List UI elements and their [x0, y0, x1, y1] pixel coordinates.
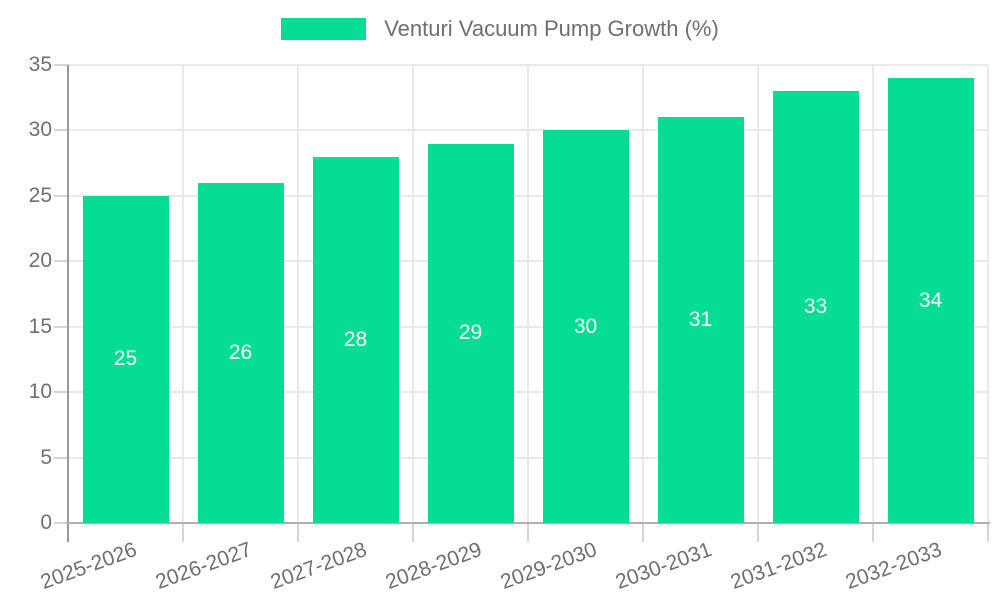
y-tick-label: 0 — [40, 511, 52, 534]
y-axis-tick — [54, 260, 68, 263]
bar[interactable] — [82, 195, 169, 523]
y-axis-tick — [54, 456, 68, 459]
bar-value-label: 30 — [573, 314, 598, 338]
y-axis-tick — [54, 325, 68, 328]
y-tick-label: 10 — [28, 380, 52, 404]
x-axis-tick — [412, 523, 414, 542]
bar[interactable] — [197, 182, 284, 523]
y-tick-label: 35 — [28, 53, 52, 76]
bar[interactable] — [657, 117, 744, 523]
y-axis-tick — [54, 391, 68, 394]
legend-label: Venturi Vacuum Pump Growth (%) — [384, 16, 719, 41]
x-axis-tick — [872, 523, 874, 542]
v-gridline — [872, 65, 874, 523]
legend-swatch — [281, 18, 367, 40]
bar[interactable] — [772, 91, 859, 523]
v-gridline — [527, 65, 529, 523]
y-tick-label: 15 — [28, 314, 52, 338]
bar-value-label: 31 — [688, 308, 713, 332]
chart-legend[interactable]: Venturi Vacuum Pump Growth (%) — [0, 16, 1000, 42]
y-tick-label: 30 — [28, 118, 52, 142]
bar-value-label: 26 — [228, 340, 253, 364]
y-axis-tick — [54, 522, 68, 524]
bar[interactable] — [542, 130, 629, 523]
bar-value-label: 33 — [803, 295, 828, 319]
x-axis-tick — [987, 523, 989, 542]
v-gridline — [412, 65, 414, 523]
bar-value-label: 25 — [113, 347, 138, 371]
y-tick-label: 25 — [28, 183, 52, 207]
x-axis-tick — [757, 523, 759, 542]
y-axis-tick — [54, 64, 68, 66]
y-tick-label: 20 — [28, 249, 52, 273]
v-gridline — [642, 65, 644, 523]
bar-value-label: 28 — [343, 327, 368, 351]
v-gridline — [182, 65, 184, 523]
y-tick-label: 5 — [40, 445, 52, 469]
bar[interactable] — [887, 78, 974, 523]
v-gridline — [987, 65, 989, 523]
v-gridline — [297, 65, 299, 523]
x-axis-line — [66, 522, 990, 524]
bar[interactable] — [312, 156, 399, 523]
bar-value-label: 34 — [918, 288, 943, 312]
y-axis-tick — [54, 129, 68, 132]
x-axis-tick — [182, 523, 184, 542]
x-axis-tick — [642, 523, 644, 542]
v-gridline — [757, 65, 759, 523]
y-axis-line — [67, 65, 69, 542]
bar-value-label: 29 — [458, 321, 483, 345]
x-axis-tick — [297, 523, 299, 542]
y-axis-tick — [54, 194, 68, 197]
x-axis-tick — [527, 523, 529, 542]
bar[interactable] — [427, 143, 514, 523]
